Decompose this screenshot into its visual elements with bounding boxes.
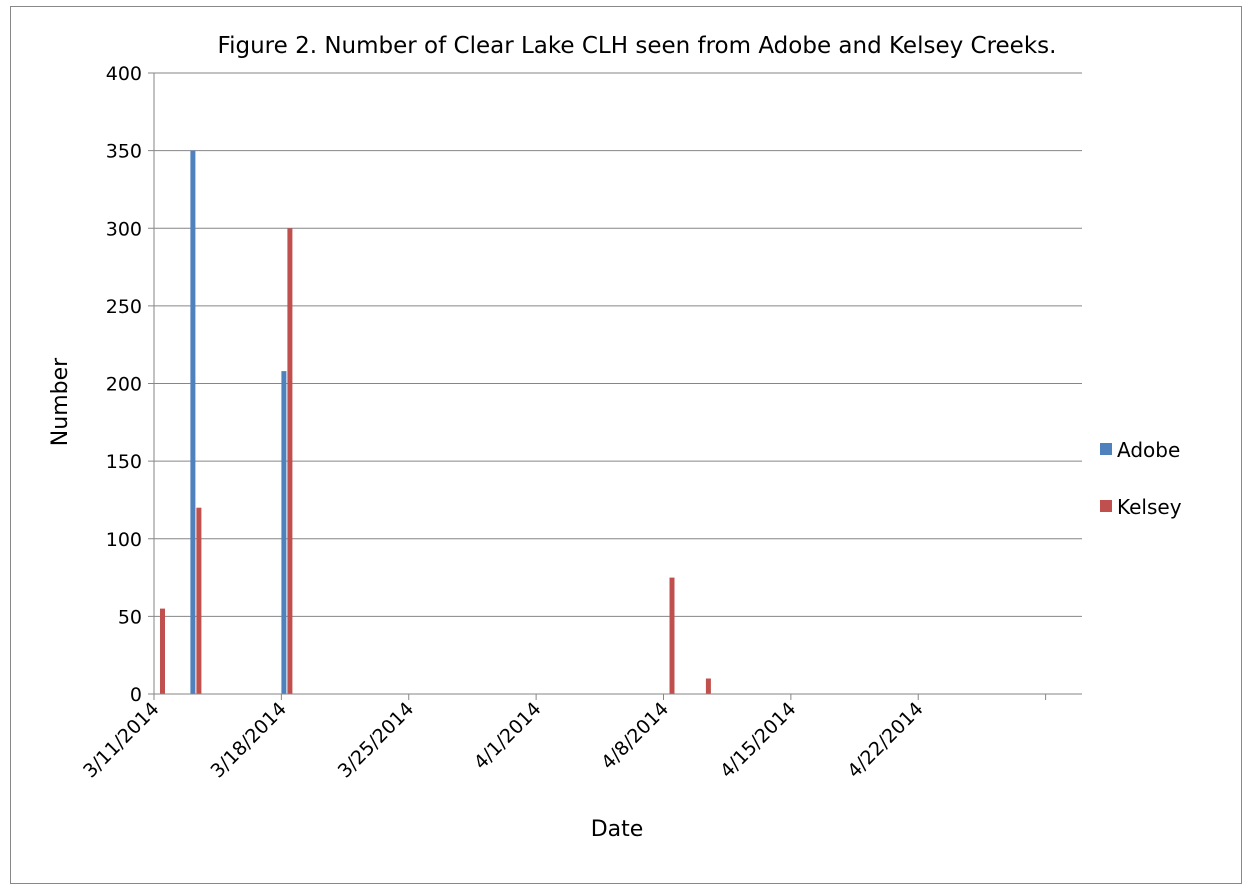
gridlines xyxy=(148,72,1082,695)
chart-frame: Figure 2. Number of Clear Lake CLH seen … xyxy=(10,6,1242,884)
x-tick-label: 4/15/2014 xyxy=(716,698,800,782)
y-tick-label: 300 xyxy=(106,218,142,240)
legend-swatch-kelsey xyxy=(1100,500,1112,512)
x-tick-label: 4/8/2014 xyxy=(597,698,673,774)
y-tick-label: 50 xyxy=(118,606,142,628)
bar-kelsey xyxy=(160,608,165,694)
legend: Adobe Kelsey xyxy=(1100,438,1182,519)
bar-kelsey xyxy=(287,228,293,695)
bar-kelsey xyxy=(669,577,675,694)
x-axis-label: Date xyxy=(591,817,644,842)
y-tick-label: 250 xyxy=(106,296,142,318)
x-tick-label: 4/1/2014 xyxy=(470,698,546,774)
x-tick-label: 3/25/2014 xyxy=(334,698,418,782)
y-tick-label: 150 xyxy=(106,451,142,473)
chart-canvas: Figure 2. Number of Clear Lake CLH seen … xyxy=(48,33,1182,842)
legend-swatch-adobe xyxy=(1100,443,1112,455)
y-tick-label: 400 xyxy=(106,63,142,85)
y-axis-label: Number xyxy=(48,357,73,446)
y-tick-labels: 0 50 100 150 200 250 300 350 400 xyxy=(106,63,142,706)
x-tick-labels: 3/11/2014 3/18/2014 3/25/2014 4/1/2014 4/8/2… xyxy=(79,698,928,782)
legend-label-adobe: Adobe xyxy=(1117,438,1180,462)
bar-kelsey xyxy=(196,507,202,694)
y-tick-label: 100 xyxy=(106,529,142,551)
x-tick-label: 3/18/2014 xyxy=(206,698,290,782)
bars xyxy=(160,150,711,695)
y-tick-label: 0 xyxy=(130,684,142,706)
bar-adobe xyxy=(190,150,196,695)
legend-label-kelsey: Kelsey xyxy=(1117,495,1182,519)
y-tick-label: 200 xyxy=(106,374,142,396)
bar-adobe xyxy=(281,371,287,694)
x-tick-label: 4/22/2014 xyxy=(843,698,927,782)
chart-title: Figure 2. Number of Clear Lake CLH seen … xyxy=(218,33,1057,59)
axes xyxy=(153,73,1082,700)
x-tick-label: 3/11/2014 xyxy=(79,698,163,782)
y-tick-label: 350 xyxy=(106,141,142,163)
bar-kelsey xyxy=(705,678,711,694)
